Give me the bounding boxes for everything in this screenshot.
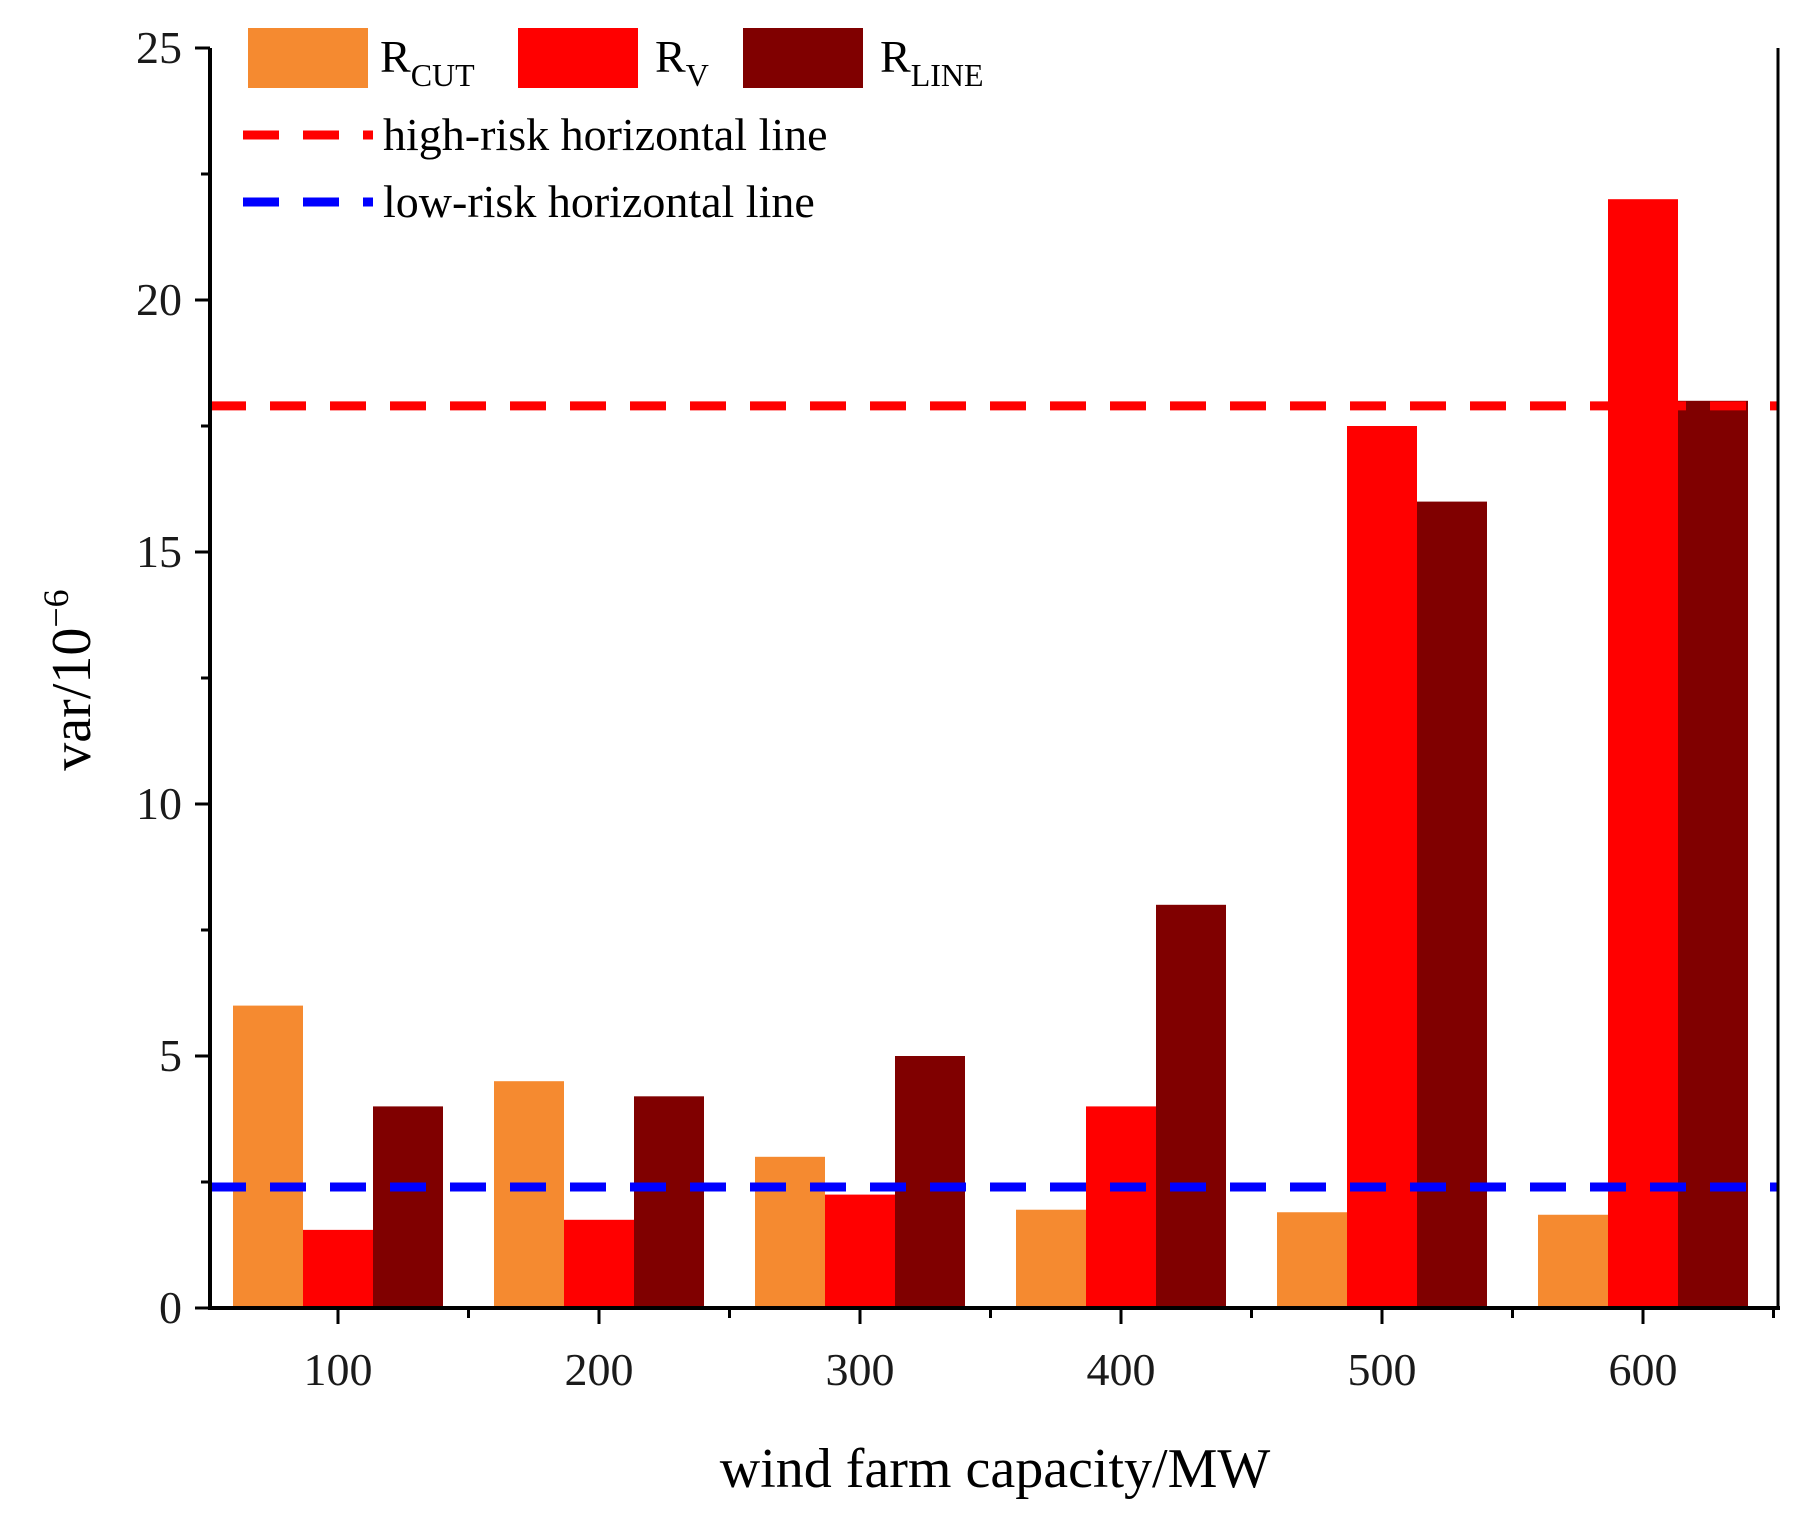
x-tick-label-100: 100 xyxy=(304,1344,373,1395)
bar-cut-200 xyxy=(494,1081,564,1308)
legend-label-subscript: V xyxy=(686,57,709,93)
x-axis-title: wind farm capacity/MW xyxy=(720,1438,1271,1500)
x-tick-label-300: 300 xyxy=(826,1344,895,1395)
legend-label-main: R xyxy=(380,31,411,82)
reference-lines-layer xyxy=(210,401,1778,1192)
bar-v-200 xyxy=(564,1219,634,1308)
bar-line-200 xyxy=(634,1096,704,1308)
bar-line-100 xyxy=(373,1106,443,1308)
y-tick-label-0: 0 xyxy=(159,1282,182,1333)
bar-v-100 xyxy=(303,1229,373,1308)
ticks-layer: 0 5 10 15 20 25 100 200 300 400 500 600 xyxy=(136,22,1775,1395)
bar-line-500 xyxy=(1417,501,1487,1309)
legend-swatch-cut xyxy=(248,28,368,88)
bar-cut-100 xyxy=(233,1005,303,1308)
bar-line-600 xyxy=(1678,400,1748,1308)
legend-low-risk-label: low-risk horizontal line xyxy=(383,176,815,227)
legend-swatch-line xyxy=(743,28,863,88)
bar-cut-600 xyxy=(1538,1214,1608,1308)
y-tick-label-10: 10 xyxy=(136,778,182,829)
legend-swatch-v xyxy=(518,28,638,88)
axes-layer xyxy=(208,48,1780,1310)
y-tick-label-5: 5 xyxy=(159,1030,182,1081)
y-axis-title: var/10−6 xyxy=(36,589,103,770)
legend-high-risk-label: high-risk horizontal line xyxy=(383,109,828,160)
y-tick-label-25: 25 xyxy=(136,22,182,73)
x-tick-label-600: 600 xyxy=(1609,1344,1678,1395)
y-tick-label-20: 20 xyxy=(136,274,182,325)
y-axis-title-main: var/10 xyxy=(41,628,103,771)
legend-label-line: RLINE xyxy=(880,31,984,93)
bar-v-400 xyxy=(1086,1106,1156,1308)
bar-v-500 xyxy=(1347,426,1417,1308)
legend-label-v: RV xyxy=(655,31,709,93)
bars-layer xyxy=(233,199,1748,1309)
bar-v-600 xyxy=(1608,199,1678,1309)
legend-label-subscript: LINE xyxy=(911,57,984,93)
x-tick-label-200: 200 xyxy=(565,1344,634,1395)
bar-v-300 xyxy=(825,1194,895,1308)
bar-line-300 xyxy=(895,1056,965,1308)
y-tick-label-15: 15 xyxy=(136,526,182,577)
bar-cut-500 xyxy=(1277,1212,1347,1308)
bar-cut-400 xyxy=(1016,1209,1086,1308)
legend-label-cut: RCUT xyxy=(380,31,475,93)
legend-label-subscript: CUT xyxy=(411,57,475,93)
bar-cut-300 xyxy=(755,1156,825,1308)
legend-label-main: R xyxy=(880,31,911,82)
x-tick-label-400: 400 xyxy=(1087,1344,1156,1395)
legend-label-main: R xyxy=(655,31,686,82)
x-tick-label-500: 500 xyxy=(1348,1344,1417,1395)
bar-line-400 xyxy=(1156,904,1226,1308)
y-axis-title-exponent: −6 xyxy=(36,589,76,627)
